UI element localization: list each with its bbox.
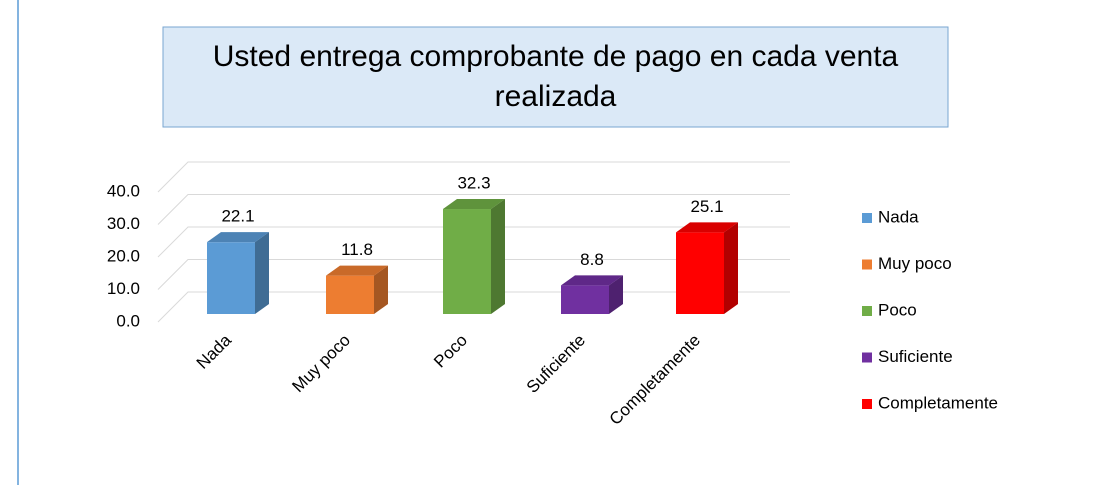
bar-front (326, 275, 374, 314)
bar-top (443, 199, 505, 210)
bar-top-shade (676, 222, 738, 233)
x-tick-label: Completamente (606, 331, 704, 429)
bar-side-shade (609, 275, 623, 314)
x-tick-label: Nada (193, 330, 236, 373)
legend-label: Poco (878, 300, 917, 319)
bar-top (676, 222, 738, 233)
bar-front (207, 242, 255, 314)
legend-label: Suficiente (878, 347, 953, 366)
bar-top (207, 232, 269, 243)
grid-line (157, 161, 790, 193)
legend-swatch (862, 213, 872, 223)
bar-side (609, 275, 623, 314)
bar-side (724, 222, 738, 314)
x-tick-label: Poco (430, 331, 471, 372)
y-tick-label: 20.0 (107, 246, 140, 265)
legend-label: Muy poco (878, 254, 952, 273)
data-label: 22.1 (221, 207, 254, 226)
bar-side-shade (374, 265, 388, 314)
data-label: 32.3 (457, 174, 490, 193)
grid-line (157, 194, 790, 225)
bar-top (561, 275, 623, 286)
title-box (162, 26, 949, 128)
x-tick-label: Suficiente (523, 331, 589, 397)
y-tick-label: 40.0 (107, 181, 140, 200)
title-holder: Usted entrega comprobante de pago en cad… (212, 40, 899, 113)
bar-top (326, 265, 388, 276)
legend-swatch (862, 352, 872, 363)
bar-side (374, 265, 388, 314)
bar-side-shade (255, 232, 269, 314)
bar-side (491, 199, 505, 314)
bar-top-shade (443, 199, 505, 210)
data-label: 8.8 (580, 250, 604, 269)
y-tick-label: 30.0 (107, 214, 140, 233)
bar-top-shade (326, 265, 388, 276)
bar-side (255, 232, 269, 314)
bar-front (561, 285, 609, 314)
bar-front (443, 209, 491, 314)
grid-line (157, 226, 790, 258)
legend-swatch (862, 399, 872, 409)
bar-side-shade (491, 199, 505, 314)
bar-top-shade (561, 275, 623, 286)
bar-side-shade (724, 222, 738, 314)
bar-front (676, 232, 724, 314)
legend-swatch (862, 306, 872, 316)
data-label: 11.8 (341, 240, 373, 259)
legend-label: Completamente (878, 393, 998, 412)
legend-swatch (862, 259, 872, 270)
chart-title: Usted entrega comprobante de pago en cad… (212, 40, 899, 113)
legend-label: Nada (878, 207, 919, 226)
y-tick-label: 0.0 (116, 311, 140, 330)
y-tick-label: 10.0 (107, 279, 140, 298)
grid-line (157, 259, 790, 290)
data-label: 25.1 (690, 197, 723, 216)
bar-top-shade (207, 232, 269, 243)
x-tick-label: Muy poco (288, 331, 354, 397)
